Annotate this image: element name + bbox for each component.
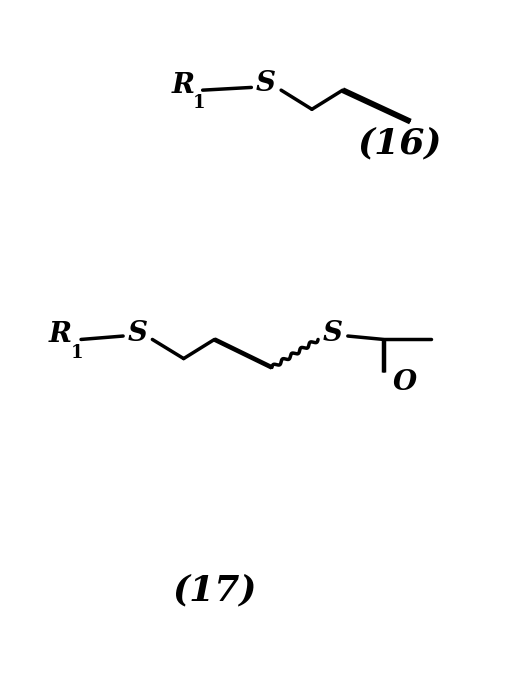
Text: O: O [393,369,418,396]
Text: S: S [323,320,342,347]
Text: (16): (16) [358,126,442,161]
Text: 1: 1 [192,94,205,112]
Text: (17): (17) [173,574,258,608]
Text: R: R [172,72,195,99]
Text: S: S [128,320,147,347]
Text: R: R [49,321,72,348]
Text: S: S [256,70,275,97]
Text: 1: 1 [71,344,83,361]
